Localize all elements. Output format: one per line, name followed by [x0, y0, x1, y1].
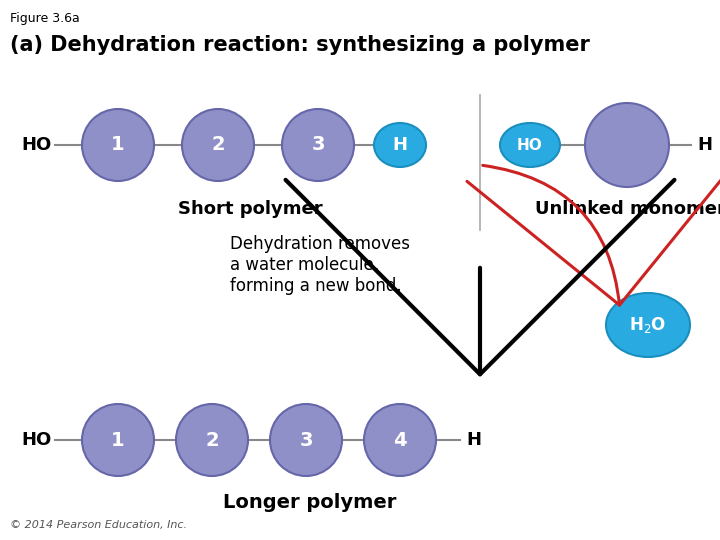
Text: H$_2$O: H$_2$O: [629, 315, 667, 335]
Text: H: H: [466, 431, 481, 449]
Text: Dehydration removes
a water molecule,
forming a new bond.: Dehydration removes a water molecule, fo…: [230, 235, 410, 295]
Ellipse shape: [500, 123, 560, 167]
Ellipse shape: [374, 123, 426, 167]
Circle shape: [182, 109, 254, 181]
Text: Longer polymer: Longer polymer: [223, 493, 397, 512]
Circle shape: [270, 404, 342, 476]
Circle shape: [82, 109, 154, 181]
Text: 3: 3: [300, 430, 312, 449]
Circle shape: [82, 404, 154, 476]
Text: Short polymer: Short polymer: [178, 200, 323, 218]
Text: H: H: [392, 136, 408, 154]
Text: © 2014 Pearson Education, Inc.: © 2014 Pearson Education, Inc.: [10, 520, 187, 530]
Text: HO: HO: [22, 136, 52, 154]
Circle shape: [282, 109, 354, 181]
Circle shape: [364, 404, 436, 476]
Text: HO: HO: [517, 138, 543, 152]
Text: 4: 4: [393, 430, 407, 449]
Text: 3: 3: [311, 136, 325, 154]
Text: 2: 2: [205, 430, 219, 449]
Text: 1: 1: [111, 136, 125, 154]
Text: H: H: [697, 136, 712, 154]
Circle shape: [585, 103, 669, 187]
Text: HO: HO: [22, 431, 52, 449]
Text: 2: 2: [211, 136, 225, 154]
Circle shape: [176, 404, 248, 476]
Text: Unlinked monomer: Unlinked monomer: [534, 200, 720, 218]
Text: 1: 1: [111, 430, 125, 449]
Ellipse shape: [606, 293, 690, 357]
Text: (a) Dehydration reaction: synthesizing a polymer: (a) Dehydration reaction: synthesizing a…: [10, 35, 590, 55]
Text: Figure 3.6a: Figure 3.6a: [10, 12, 80, 25]
